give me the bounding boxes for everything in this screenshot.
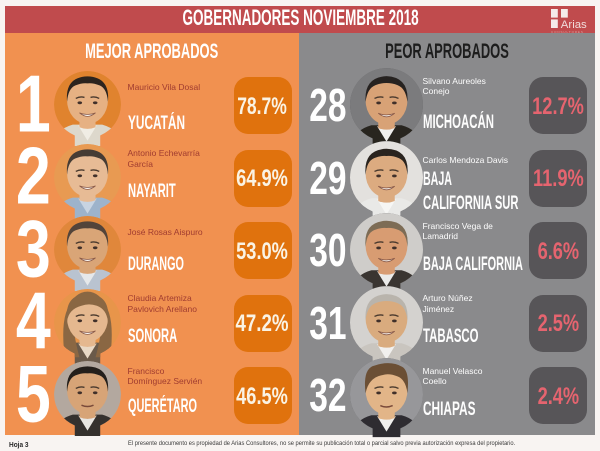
svg-text:Arias: Arias <box>560 19 586 31</box>
svg-text:CONSULTORES: CONSULTORES <box>551 30 584 34</box>
